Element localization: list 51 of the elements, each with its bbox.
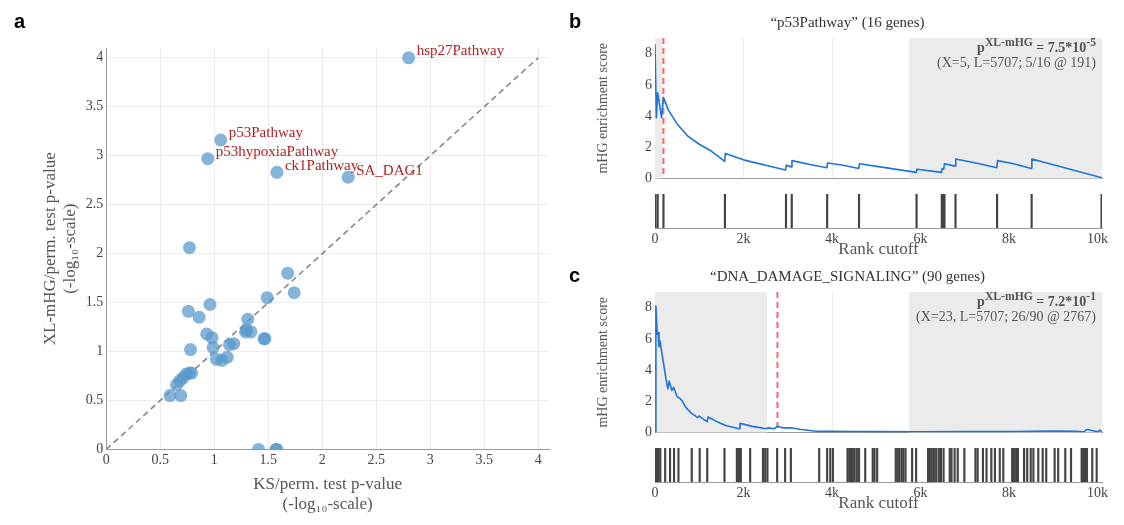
- chart-title: “DNA_DAMAGE_SIGNALING” (90 genes): [710, 267, 985, 285]
- y-tick-label: 1: [96, 343, 104, 359]
- x-tick-label: 3.5: [475, 452, 493, 468]
- chart-title: “p53Pathway” (16 genes): [770, 13, 925, 31]
- x-tick-label: 8k: [1002, 485, 1017, 501]
- y-tick-label: 6: [645, 76, 652, 92]
- x-tick-label: 10k: [1087, 485, 1109, 501]
- y-axis-title: mHG enrichment score: [595, 42, 611, 174]
- y-tick-label: 0: [645, 424, 652, 440]
- y-tick-label: 2: [645, 139, 652, 155]
- x-tick-label: 10k: [1087, 231, 1109, 247]
- x-tick-label: 2k: [736, 485, 751, 501]
- x-tick-label: 4: [534, 452, 542, 468]
- annotation: p$^{XL-mHG}$ = 7.2*10$^{-1}$: [977, 290, 1096, 310]
- annotation: (X=23, L=5707; 26/90 @ 2767): [916, 309, 1096, 325]
- x-tick-label: 8k: [1002, 231, 1017, 247]
- x-tick-label: 1.5: [259, 452, 278, 468]
- y-axis-title: XL-mHG/perm. test p-value (-log₁₀-scale): [39, 152, 80, 346]
- y-axis-title: mHG enrichment score: [595, 296, 611, 428]
- x-tick-label: 4k: [825, 231, 840, 247]
- y-tick-label: 3.5: [85, 98, 104, 114]
- annotation: p$^{XL-mHG}$ = 7.5*10$^{-5}$: [977, 36, 1096, 56]
- x-tick-label: 3: [426, 452, 434, 468]
- y-tick-label: 3: [96, 147, 104, 163]
- y-tick-label: 4: [645, 107, 652, 123]
- x-tick-label: 1: [210, 452, 218, 468]
- annotation: hsp27Pathway: [416, 42, 505, 59]
- x-tick-label: 0.5: [151, 452, 170, 468]
- y-tick-label: 8: [645, 45, 652, 61]
- annotation: (X=5, L=5707; 5/16 @ 191): [937, 55, 1096, 71]
- y-tick-label: 0.5: [85, 392, 104, 408]
- text: c: [569, 264, 581, 287]
- x-tick-label: 4k: [825, 485, 840, 501]
- y-tick-label: 4: [645, 361, 652, 377]
- x-axis-title: KS/perm. test p-value (-log₁₀-scale): [253, 473, 403, 514]
- y-tick-label: 0: [96, 441, 104, 457]
- annotation: p53hypoxiaPathway: [215, 143, 339, 160]
- y-tick-label: 0: [645, 170, 652, 186]
- y-tick-label: 6: [645, 330, 652, 346]
- x-tick-label: 2.5: [367, 452, 385, 468]
- y-tick-label: 8: [645, 299, 652, 315]
- y-tick-label: 4: [96, 49, 104, 65]
- x-tick-label: 2k: [736, 231, 751, 247]
- text: b: [569, 10, 582, 33]
- annotation: p53Pathway: [228, 124, 304, 141]
- x-tick-label: 2: [318, 452, 326, 468]
- text: a: [14, 10, 26, 33]
- y-tick-label: 2: [96, 245, 104, 261]
- y-tick-label: 1.5: [85, 294, 104, 310]
- y-tick-label: 2: [645, 393, 652, 409]
- y-tick-label: 2.5: [85, 196, 104, 212]
